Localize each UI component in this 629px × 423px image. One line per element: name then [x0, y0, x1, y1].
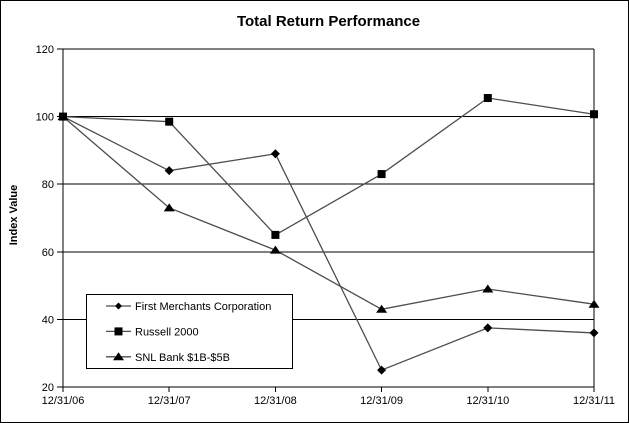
series-marker-russell-2000 — [165, 117, 174, 126]
series-marker-snl-bank-1b-5b — [269, 245, 281, 254]
legend-label: Russell 2000 — [135, 326, 199, 338]
x-axis-tick-label: 12/31/11 — [573, 395, 615, 407]
x-axis-tick-label: 12/31/06 — [42, 395, 85, 407]
series-marker-russell-2000 — [377, 170, 386, 179]
series-marker-first-merchants-corporation — [270, 149, 280, 159]
series-marker-snl-bank-1b-5b — [57, 112, 69, 121]
legend-label: First Merchants Corporation — [135, 301, 271, 313]
legend-marker-square — [114, 327, 123, 336]
series-marker-russell-2000 — [590, 110, 598, 119]
y-axis-tick-label: 20 — [42, 382, 54, 394]
y-axis-tick-label: 80 — [42, 179, 54, 191]
series-marker-first-merchants-corporation — [164, 166, 174, 176]
series-marker-first-merchants-corporation — [589, 328, 599, 338]
y-axis-tick-label: 60 — [42, 247, 54, 259]
series-marker-snl-bank-1b-5b — [482, 284, 494, 293]
series-marker-russell-2000 — [271, 230, 280, 239]
series-marker-first-merchants-corporation — [377, 365, 387, 375]
legend-marker-diamond — [115, 302, 122, 310]
legend-marker-triangle — [113, 352, 124, 361]
series-marker-russell-2000 — [483, 94, 492, 103]
y-axis-tick-label: 120 — [36, 44, 54, 56]
y-axis-tick-label: 100 — [36, 112, 54, 124]
x-axis-tick-label: 12/31/09 — [360, 395, 403, 407]
x-axis-tick-label: 12/31/07 — [148, 395, 191, 407]
chart-title: Total Return Performance — [236, 13, 421, 30]
series-line-snl-bank-1b-5b — [62, 116, 595, 310]
legend-label: SNL Bank $1B-$5B — [135, 352, 230, 364]
series-marker-snl-bank-1b-5b — [163, 203, 175, 212]
y-axis-title: Index Value — [8, 184, 20, 246]
x-axis-tick-label: 12/31/10 — [466, 395, 509, 407]
series-marker-first-merchants-corporation — [483, 323, 493, 333]
y-axis-tick-label: 40 — [42, 314, 54, 326]
series-marker-snl-bank-1b-5b — [376, 304, 388, 313]
series-line-first-merchants-corporation — [62, 116, 595, 371]
series-line-russell-2000 — [62, 97, 595, 236]
x-axis-tick-label: 12/31/08 — [254, 395, 297, 407]
series-marker-snl-bank-1b-5b — [588, 299, 600, 308]
